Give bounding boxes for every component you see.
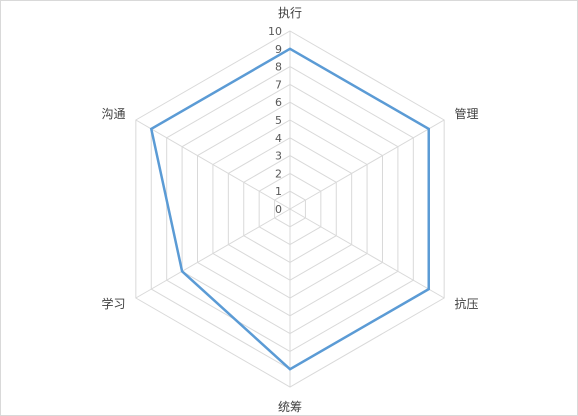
category-label-3: 统筹 [278, 400, 302, 414]
tick-label-10: 10 [268, 25, 282, 38]
series-layer [149, 47, 430, 371]
tick-label-3: 3 [275, 150, 282, 163]
tick-label-1: 1 [275, 185, 282, 198]
radar-grid [135, 30, 445, 388]
tick-label-8: 8 [275, 61, 282, 74]
tick-label-9: 9 [275, 43, 282, 56]
tick-label-2: 2 [275, 167, 282, 180]
series-line-0 [149, 47, 430, 371]
category-label-5: 沟通 [101, 107, 125, 121]
category-label-2: 抗压 [455, 296, 479, 311]
radial-tick-labels: 0 1 2 3 4 5 6 7 8 9 10 [268, 25, 282, 216]
tick-label-5: 5 [275, 114, 282, 127]
spoke-2 [289, 208, 445, 299]
category-label-1: 管理 [455, 106, 479, 121]
tick-label-0: 0 [275, 203, 282, 216]
spoke-4 [135, 208, 291, 299]
spoke-1 [289, 119, 445, 210]
tick-label-4: 4 [275, 132, 282, 145]
tick-label-7: 7 [275, 78, 282, 91]
spoke-5 [135, 119, 291, 210]
tick-label-6: 6 [275, 96, 282, 109]
category-label-0: 执行 [278, 6, 302, 20]
category-label-4: 学习 [101, 296, 125, 311]
